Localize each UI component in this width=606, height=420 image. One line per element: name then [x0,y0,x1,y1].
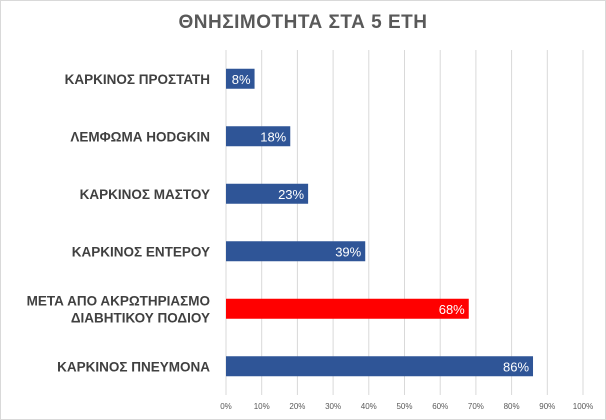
x-tick-label: 50% [396,402,412,411]
category-label: ΚΑΡΚΙΝΟΣ ΠΝΕΥΜΟΝΑ [57,359,210,374]
bar [226,183,309,204]
category-labels: ΚΑΡΚΙΝΟΣ ΠΡΟΣΤΑΤΗ ΛΕΜΦΩΜΑ HODGKIN ΚΑΡΚΙΝΟΣ… [27,72,211,375]
bar [226,298,469,319]
x-tick-label: 100% [573,402,593,411]
category-label: ΚΑΡΚΙΝΟΣ ΕΝΤΕΡΟΥ [72,244,210,259]
category-label: ΜΕΤΑ ΑΠΟ ΑΚΡΩΤΗΡΙΑΣΜΟ ΔΙΑΒΗΤΙΚΟΥ ΠΟΔΙΟΥ [27,293,210,325]
x-tick-label: 60% [432,402,448,411]
x-tick-label: 90% [539,402,555,411]
data-label: 86% [503,359,529,374]
x-tick-label: 70% [468,402,484,411]
data-label: 8% [232,72,251,87]
data-label: 23% [278,187,304,202]
category-label: ΛΕΜΦΩΜΑ HODGKIN [70,129,210,144]
x-tick-label: 10% [254,402,270,411]
x-tick-label: 0% [220,402,232,411]
category-label: ΚΑΡΚΙΝΟΣ ΜΑΣΤΟΥ [80,187,210,202]
bar [226,126,291,147]
data-label: 39% [335,244,361,259]
x-tick-label: 20% [289,402,305,411]
data-label: 18% [260,129,286,144]
chart-title: ΘΝΗΣΙΜΟΤΗΤΑ ΣΤΑ 5 ΕΤΗ [178,12,428,33]
x-tick-label: 40% [361,402,377,411]
gridlines [225,50,584,395]
bars: 8% 18% 23% 39% 68% 86% [226,68,534,377]
x-tick-label: 30% [325,402,341,411]
bar [226,68,255,89]
x-axis-ticks: 0% 10% 20% 30% 40% 50% 60% 70% 80% 90% 100% [220,402,593,411]
category-label: ΚΑΡΚΙΝΟΣ ΠΡΟΣΤΑΤΗ [65,72,210,87]
bar [226,356,534,377]
bar [226,241,366,262]
x-tick-label: 80% [504,402,520,411]
data-label: 68% [439,302,465,317]
